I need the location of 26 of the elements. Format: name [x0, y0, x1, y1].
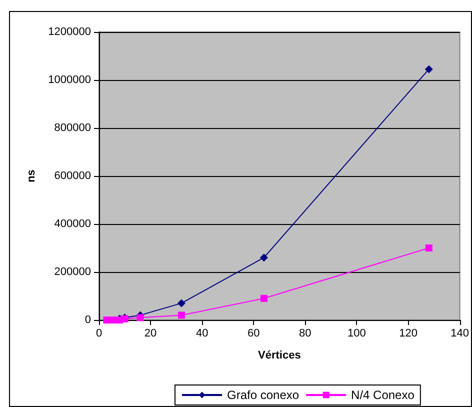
point — [424, 65, 433, 74]
x-tick-label: 120 — [399, 328, 418, 340]
y-tick-label: 200000 — [54, 266, 91, 278]
x-tick-label: 100 — [348, 328, 366, 340]
point — [178, 312, 185, 319]
y-axis-title: ns — [26, 170, 38, 182]
y-tick-label: 600000 — [54, 170, 91, 182]
x-tick-label: 20 — [144, 328, 157, 340]
x-tick-label: 60 — [248, 328, 260, 340]
y-tick-label: 400000 — [54, 218, 91, 230]
x-tick-label: 0 — [96, 328, 102, 340]
point — [260, 254, 268, 262]
x-tick-label: 140 — [450, 328, 470, 340]
point — [425, 244, 432, 252]
x-tick-label: 80 — [299, 328, 312, 340]
point — [177, 299, 186, 308]
legend-label: N/4 Conexo — [351, 388, 415, 402]
y-tick-label: 1200000 — [48, 26, 91, 38]
point — [136, 314, 144, 322]
y-tick-label: 800000 — [54, 122, 91, 134]
y-tick-label: 1000000 — [48, 74, 91, 86]
x-tick-label: 40 — [196, 328, 208, 340]
y-tick-label: 0 — [84, 314, 91, 326]
x-axis-title: Vértices — [258, 350, 301, 362]
legend-label: Grafo conexo — [227, 388, 300, 402]
point — [260, 294, 268, 302]
